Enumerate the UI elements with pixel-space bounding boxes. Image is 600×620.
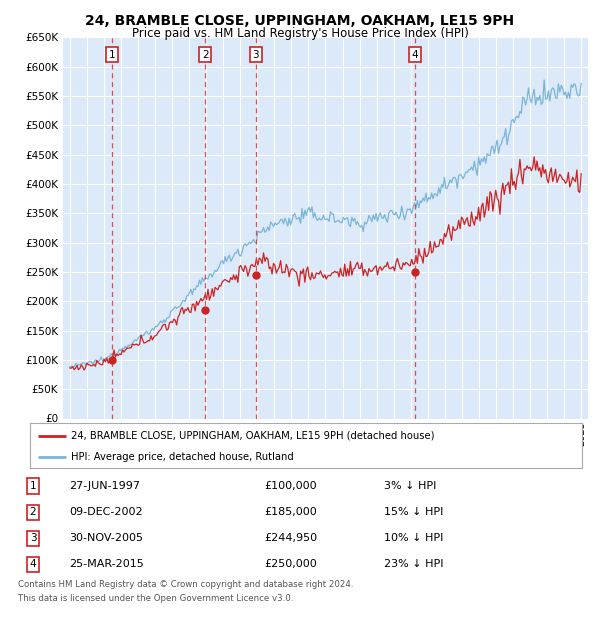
Text: 3: 3 <box>29 533 37 543</box>
Text: £100,000: £100,000 <box>264 481 317 491</box>
Text: 23% ↓ HPI: 23% ↓ HPI <box>384 559 443 569</box>
Text: 24, BRAMBLE CLOSE, UPPINGHAM, OAKHAM, LE15 9PH (detached house): 24, BRAMBLE CLOSE, UPPINGHAM, OAKHAM, LE… <box>71 430 435 441</box>
Text: £244,950: £244,950 <box>264 533 317 543</box>
Text: HPI: Average price, detached house, Rutland: HPI: Average price, detached house, Rutl… <box>71 452 294 462</box>
Text: 4: 4 <box>29 559 37 569</box>
Text: 2: 2 <box>202 50 208 60</box>
Text: 30-NOV-2005: 30-NOV-2005 <box>69 533 143 543</box>
Text: Price paid vs. HM Land Registry's House Price Index (HPI): Price paid vs. HM Land Registry's House … <box>131 27 469 40</box>
Text: 1: 1 <box>109 50 116 60</box>
Text: 3% ↓ HPI: 3% ↓ HPI <box>384 481 436 491</box>
Text: £250,000: £250,000 <box>264 559 317 569</box>
Text: £185,000: £185,000 <box>264 507 317 517</box>
Text: 4: 4 <box>412 50 418 60</box>
Text: 3: 3 <box>253 50 259 60</box>
Text: 15% ↓ HPI: 15% ↓ HPI <box>384 507 443 517</box>
Text: 1: 1 <box>29 481 37 491</box>
Text: Contains HM Land Registry data © Crown copyright and database right 2024.: Contains HM Land Registry data © Crown c… <box>18 580 353 590</box>
Text: 27-JUN-1997: 27-JUN-1997 <box>69 481 140 491</box>
Text: 09-DEC-2002: 09-DEC-2002 <box>69 507 143 517</box>
Text: This data is licensed under the Open Government Licence v3.0.: This data is licensed under the Open Gov… <box>18 594 293 603</box>
Text: 2: 2 <box>29 507 37 517</box>
Text: 24, BRAMBLE CLOSE, UPPINGHAM, OAKHAM, LE15 9PH: 24, BRAMBLE CLOSE, UPPINGHAM, OAKHAM, LE… <box>85 14 515 28</box>
Text: 25-MAR-2015: 25-MAR-2015 <box>69 559 144 569</box>
Text: 10% ↓ HPI: 10% ↓ HPI <box>384 533 443 543</box>
